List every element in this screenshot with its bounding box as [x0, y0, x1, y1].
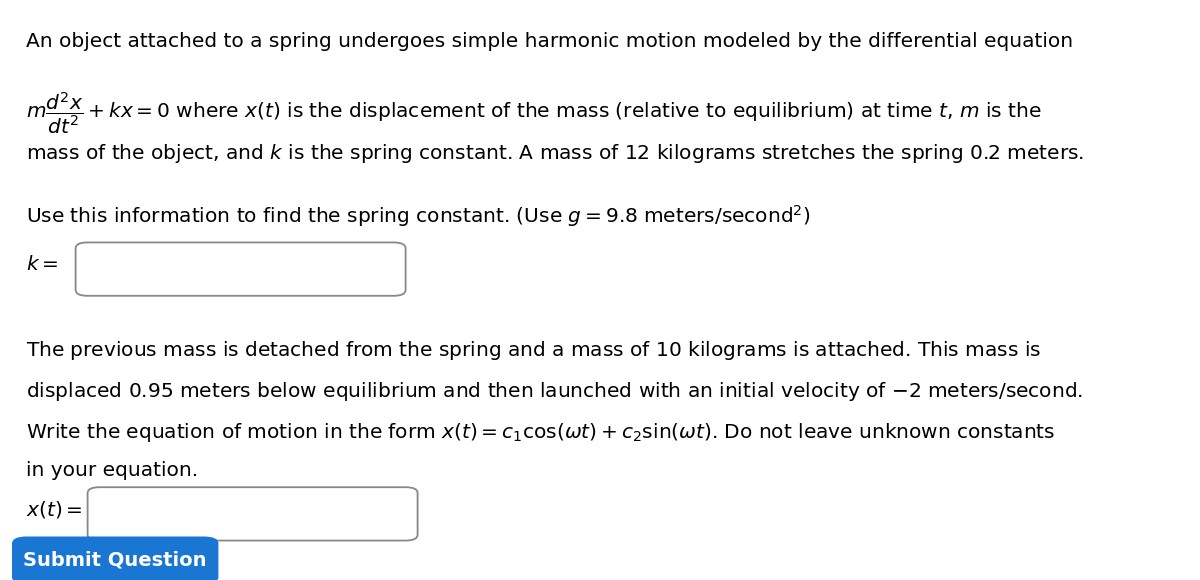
Text: in your equation.: in your equation.: [26, 461, 198, 480]
Text: Write the equation of motion in the form $x(t) = c_1\cos(\omega t) + c_2\sin(\om: Write the equation of motion in the form…: [26, 420, 1056, 444]
FancyBboxPatch shape: [88, 487, 418, 541]
Text: $k =$: $k =$: [26, 255, 59, 274]
Text: Submit Question: Submit Question: [24, 551, 206, 570]
Text: Use this information to find the spring constant. (Use $g = 9.8$ meters/second$^: Use this information to find the spring …: [26, 203, 811, 229]
FancyBboxPatch shape: [12, 536, 218, 580]
Text: An object attached to a spring undergoes simple harmonic motion modeled by the d: An object attached to a spring undergoes…: [26, 32, 1074, 51]
FancyBboxPatch shape: [76, 242, 406, 296]
Text: The previous mass is detached from the spring and a mass of $10$ kilograms is at: The previous mass is detached from the s…: [26, 339, 1042, 362]
Text: mass of the object, and $k$ is the spring constant. A mass of $12$ kilograms str: mass of the object, and $k$ is the sprin…: [26, 142, 1085, 165]
Text: $x(t) =$: $x(t) =$: [26, 499, 83, 520]
Text: $m\dfrac{d^2x}{dt^2} + kx = 0$ where $x(t)$ is the displacement of the mass (rel: $m\dfrac{d^2x}{dt^2} + kx = 0$ where $x(…: [26, 90, 1042, 136]
Text: displaced $0.95$ meters below equilibrium and then launched with an initial velo: displaced $0.95$ meters below equilibriu…: [26, 380, 1084, 403]
